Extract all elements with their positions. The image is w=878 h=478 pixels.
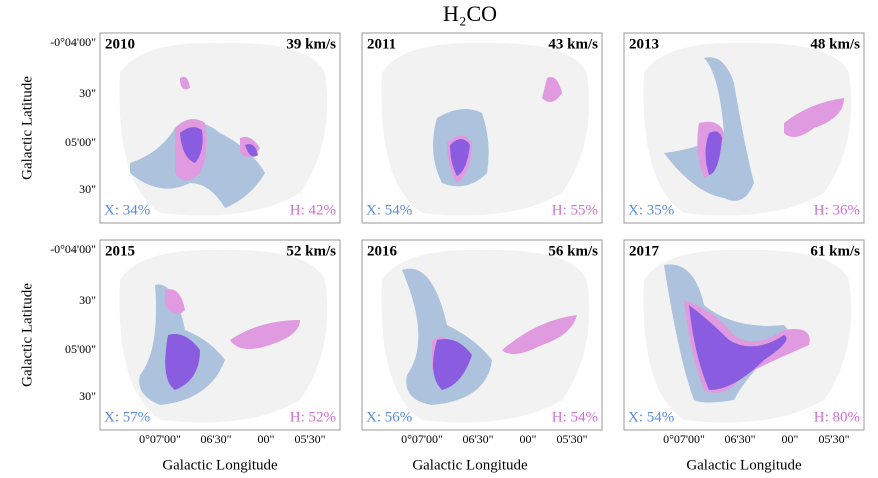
x-tick-label: 0°07'00" [139, 432, 181, 446]
panel-frame [99, 32, 341, 224]
overlap-emission [689, 305, 787, 390]
panel-year: 2013 [629, 36, 659, 52]
panel-velocity: 56 km/s [548, 243, 598, 259]
x-fraction: X: 54% [366, 202, 412, 218]
x-tick-label: 0°07'00" [401, 432, 443, 446]
h-fraction: H: 52% [290, 409, 336, 425]
y-tick-label: 05'00" [65, 342, 96, 356]
overlap-emission [433, 339, 472, 390]
panel: 2010 39 km/s X: 34% H: 42% [99, 32, 341, 224]
y-axis-label: Galactic Latitude [19, 76, 35, 180]
x-emission [664, 57, 754, 201]
overlap-emission [450, 139, 470, 176]
overlap-emission [705, 131, 722, 175]
overlap-emission [180, 127, 258, 163]
h-fraction: H: 36% [814, 202, 860, 218]
panel-year: 2016 [367, 243, 398, 259]
panel-year: 2011 [367, 36, 396, 52]
panel: 2017 61 km/s X: 54% H: 80% [623, 239, 865, 431]
x-axis-label: Galactic Longitude [686, 457, 802, 473]
y-tick-label: -0°04'00" [50, 242, 96, 256]
y-tick-label: -0°04'00" [50, 35, 96, 49]
panel-year: 2017 [629, 243, 660, 259]
x-tick-label: 06'30" [462, 432, 493, 446]
x-fraction: X: 56% [366, 409, 412, 425]
x-emission [402, 268, 492, 405]
y-tick-label: 30" [79, 389, 96, 403]
panel-frame [623, 239, 865, 431]
x-tick-label: 0°07'00" [663, 432, 705, 446]
h-fraction: H: 42% [290, 202, 336, 218]
overlap-emission [165, 334, 200, 390]
panel-velocity: 61 km/s [810, 243, 860, 259]
x-tick-label: 05'30" [556, 432, 587, 446]
h-emission [697, 98, 844, 178]
x-tick-label: 00" [520, 432, 537, 446]
x-tick-label: 05'30" [294, 432, 325, 446]
h-fraction: H: 80% [814, 409, 860, 425]
panel-velocity: 39 km/s [286, 36, 336, 52]
h-fraction: H: 54% [552, 409, 598, 425]
panel-frame [99, 239, 341, 431]
x-tick-label: 00" [782, 432, 799, 446]
h-emission [432, 315, 577, 374]
panel-frame [361, 239, 603, 431]
panel-frame [623, 32, 865, 224]
x-fraction: X: 57% [104, 409, 150, 425]
panel: 2011 43 km/s X: 54% H: 55% [361, 32, 603, 224]
x-tick-label: 00" [258, 432, 275, 446]
x-axis-label: Galactic Longitude [162, 457, 278, 473]
h-emission [165, 289, 300, 349]
panel: 2013 48 km/s X: 35% H: 36% [623, 32, 865, 224]
y-tick-label: 30" [79, 293, 96, 307]
x-fraction: X: 54% [628, 409, 674, 425]
x-fraction: X: 35% [628, 202, 674, 218]
h-fraction: H: 55% [552, 202, 598, 218]
x-fraction: X: 34% [104, 202, 150, 218]
x-tick-label: 05'30" [818, 432, 849, 446]
panel-year: 2015 [105, 243, 135, 259]
panel: 2016 56 km/s X: 56% H: 54% [361, 239, 603, 431]
y-tick-label: 30" [79, 182, 96, 196]
panel-frame [361, 32, 603, 224]
panel-velocity: 43 km/s [548, 36, 598, 52]
x-tick-label: 06'30" [200, 432, 231, 446]
panel-year: 2010 [105, 36, 135, 52]
panel-velocity: 52 km/s [286, 243, 336, 259]
x-tick-label: 06'30" [724, 432, 755, 446]
y-tick-label: 05'00" [65, 135, 96, 149]
panel: 2015 52 km/s X: 57% H: 52% [99, 239, 341, 431]
figure-title: H₂CO [443, 1, 497, 26]
y-tick-label: 30" [79, 86, 96, 100]
panel-velocity: 48 km/s [810, 36, 860, 52]
y-axis-label: Galactic Latitude [19, 283, 35, 387]
x-axis-label: Galactic Longitude [412, 457, 528, 473]
